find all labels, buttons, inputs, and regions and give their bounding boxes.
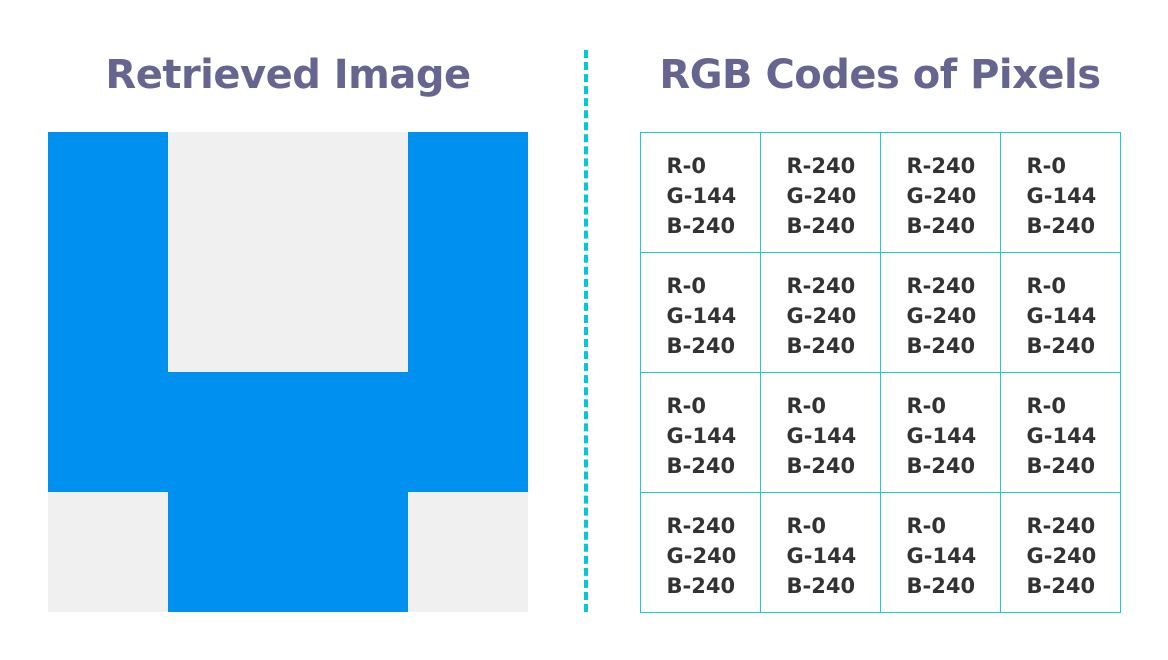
pixel xyxy=(48,132,168,252)
channel-value: R-240 xyxy=(1026,513,1096,538)
channel-value: G-144 xyxy=(1026,423,1097,448)
rgb-cell: R-0 G-144 B-240 xyxy=(639,131,761,253)
channel-value: G-144 xyxy=(1026,183,1097,208)
channel-value: R-0 xyxy=(786,393,827,418)
channel-value: G-144 xyxy=(666,183,737,208)
pixel xyxy=(408,372,528,492)
rgb-cell: R-0 G-144 B-240 xyxy=(999,131,1121,253)
channel-value: G-144 xyxy=(1026,303,1097,328)
channel-value: R-240 xyxy=(786,153,856,178)
pixel xyxy=(408,492,528,612)
channel-value: G-144 xyxy=(666,423,737,448)
rgb-cell: R-240 G-240 B-240 xyxy=(999,491,1121,613)
channel-value: B-240 xyxy=(906,333,976,358)
pixel xyxy=(168,372,288,492)
channel-value: B-240 xyxy=(666,333,736,358)
channel-value: G-144 xyxy=(666,303,737,328)
channel-value: G-240 xyxy=(786,183,857,208)
channel-value: G-240 xyxy=(906,303,977,328)
channel-value: R-0 xyxy=(666,273,707,298)
channel-value: B-240 xyxy=(786,573,856,598)
dashed-divider xyxy=(584,50,588,612)
channel-value: R-0 xyxy=(786,513,827,538)
channel-value: B-240 xyxy=(1026,333,1096,358)
channel-value: G-240 xyxy=(666,543,737,568)
rgb-cell: R-240 G-240 B-240 xyxy=(879,251,1001,373)
rgb-cell: R-0 G-144 B-240 xyxy=(999,251,1121,373)
channel-value: B-240 xyxy=(666,213,736,238)
pixel xyxy=(288,252,408,372)
channel-value: G-144 xyxy=(906,543,977,568)
channel-value: G-144 xyxy=(786,543,857,568)
channel-value: B-240 xyxy=(666,573,736,598)
rgb-codes-title: RGB Codes of Pixels xyxy=(659,52,1101,98)
retrieved-image-title: Retrieved Image xyxy=(105,52,471,98)
channel-value: R-240 xyxy=(906,153,976,178)
channel-value: R-0 xyxy=(906,393,947,418)
channel-value: R-0 xyxy=(1026,273,1067,298)
channel-value: G-144 xyxy=(906,423,977,448)
channel-value: B-240 xyxy=(906,453,976,478)
channel-value: R-240 xyxy=(786,273,856,298)
channel-value: G-144 xyxy=(786,423,857,448)
rgb-cell: R-240 G-240 B-240 xyxy=(759,251,881,373)
channel-value: B-240 xyxy=(906,573,976,598)
pixel-image xyxy=(48,132,528,612)
channel-value: B-240 xyxy=(666,453,736,478)
rgb-code-table: R-0 G-144 B-240 R-240 G-240 B-240 R-240 G-240 B-… xyxy=(639,131,1121,613)
channel-value: B-240 xyxy=(786,213,856,238)
channel-value: R-0 xyxy=(666,153,707,178)
rgb-cell: R-0 G-144 B-240 xyxy=(639,251,761,373)
channel-value: B-240 xyxy=(786,333,856,358)
rgb-cell: R-0 G-144 B-240 xyxy=(999,371,1121,493)
rgb-cell: R-240 G-240 B-240 xyxy=(639,491,761,613)
pixel xyxy=(48,492,168,612)
rgb-cell: R-0 G-144 B-240 xyxy=(639,371,761,493)
channel-value: R-0 xyxy=(666,393,707,418)
pixel xyxy=(168,132,288,252)
pixel xyxy=(408,252,528,372)
channel-value: R-240 xyxy=(666,513,736,538)
rgb-cell: R-0 G-144 B-240 xyxy=(759,371,881,493)
channel-value: B-240 xyxy=(1026,453,1096,478)
channel-value: R-0 xyxy=(1026,153,1067,178)
rgb-cell: R-240 G-240 B-240 xyxy=(879,131,1001,253)
pixel xyxy=(288,132,408,252)
rgb-cell: R-0 G-144 B-240 xyxy=(879,371,1001,493)
pixel xyxy=(408,132,528,252)
channel-value: G-240 xyxy=(906,183,977,208)
channel-value: B-240 xyxy=(906,213,976,238)
rgb-cell: R-0 G-144 B-240 xyxy=(759,491,881,613)
pixel xyxy=(48,252,168,372)
channel-value: R-0 xyxy=(1026,393,1067,418)
channel-value: G-240 xyxy=(786,303,857,328)
pixel xyxy=(48,372,168,492)
channel-value: B-240 xyxy=(1026,573,1096,598)
channel-value: R-0 xyxy=(906,513,947,538)
pixel xyxy=(288,492,408,612)
channel-value: B-240 xyxy=(1026,213,1096,238)
rgb-cell: R-0 G-144 B-240 xyxy=(879,491,1001,613)
channel-value: B-240 xyxy=(786,453,856,478)
rgb-cell: R-240 G-240 B-240 xyxy=(759,131,881,253)
channel-value: R-240 xyxy=(906,273,976,298)
pixel xyxy=(168,252,288,372)
pixel xyxy=(168,492,288,612)
channel-value: G-240 xyxy=(1026,543,1097,568)
pixel xyxy=(288,372,408,492)
